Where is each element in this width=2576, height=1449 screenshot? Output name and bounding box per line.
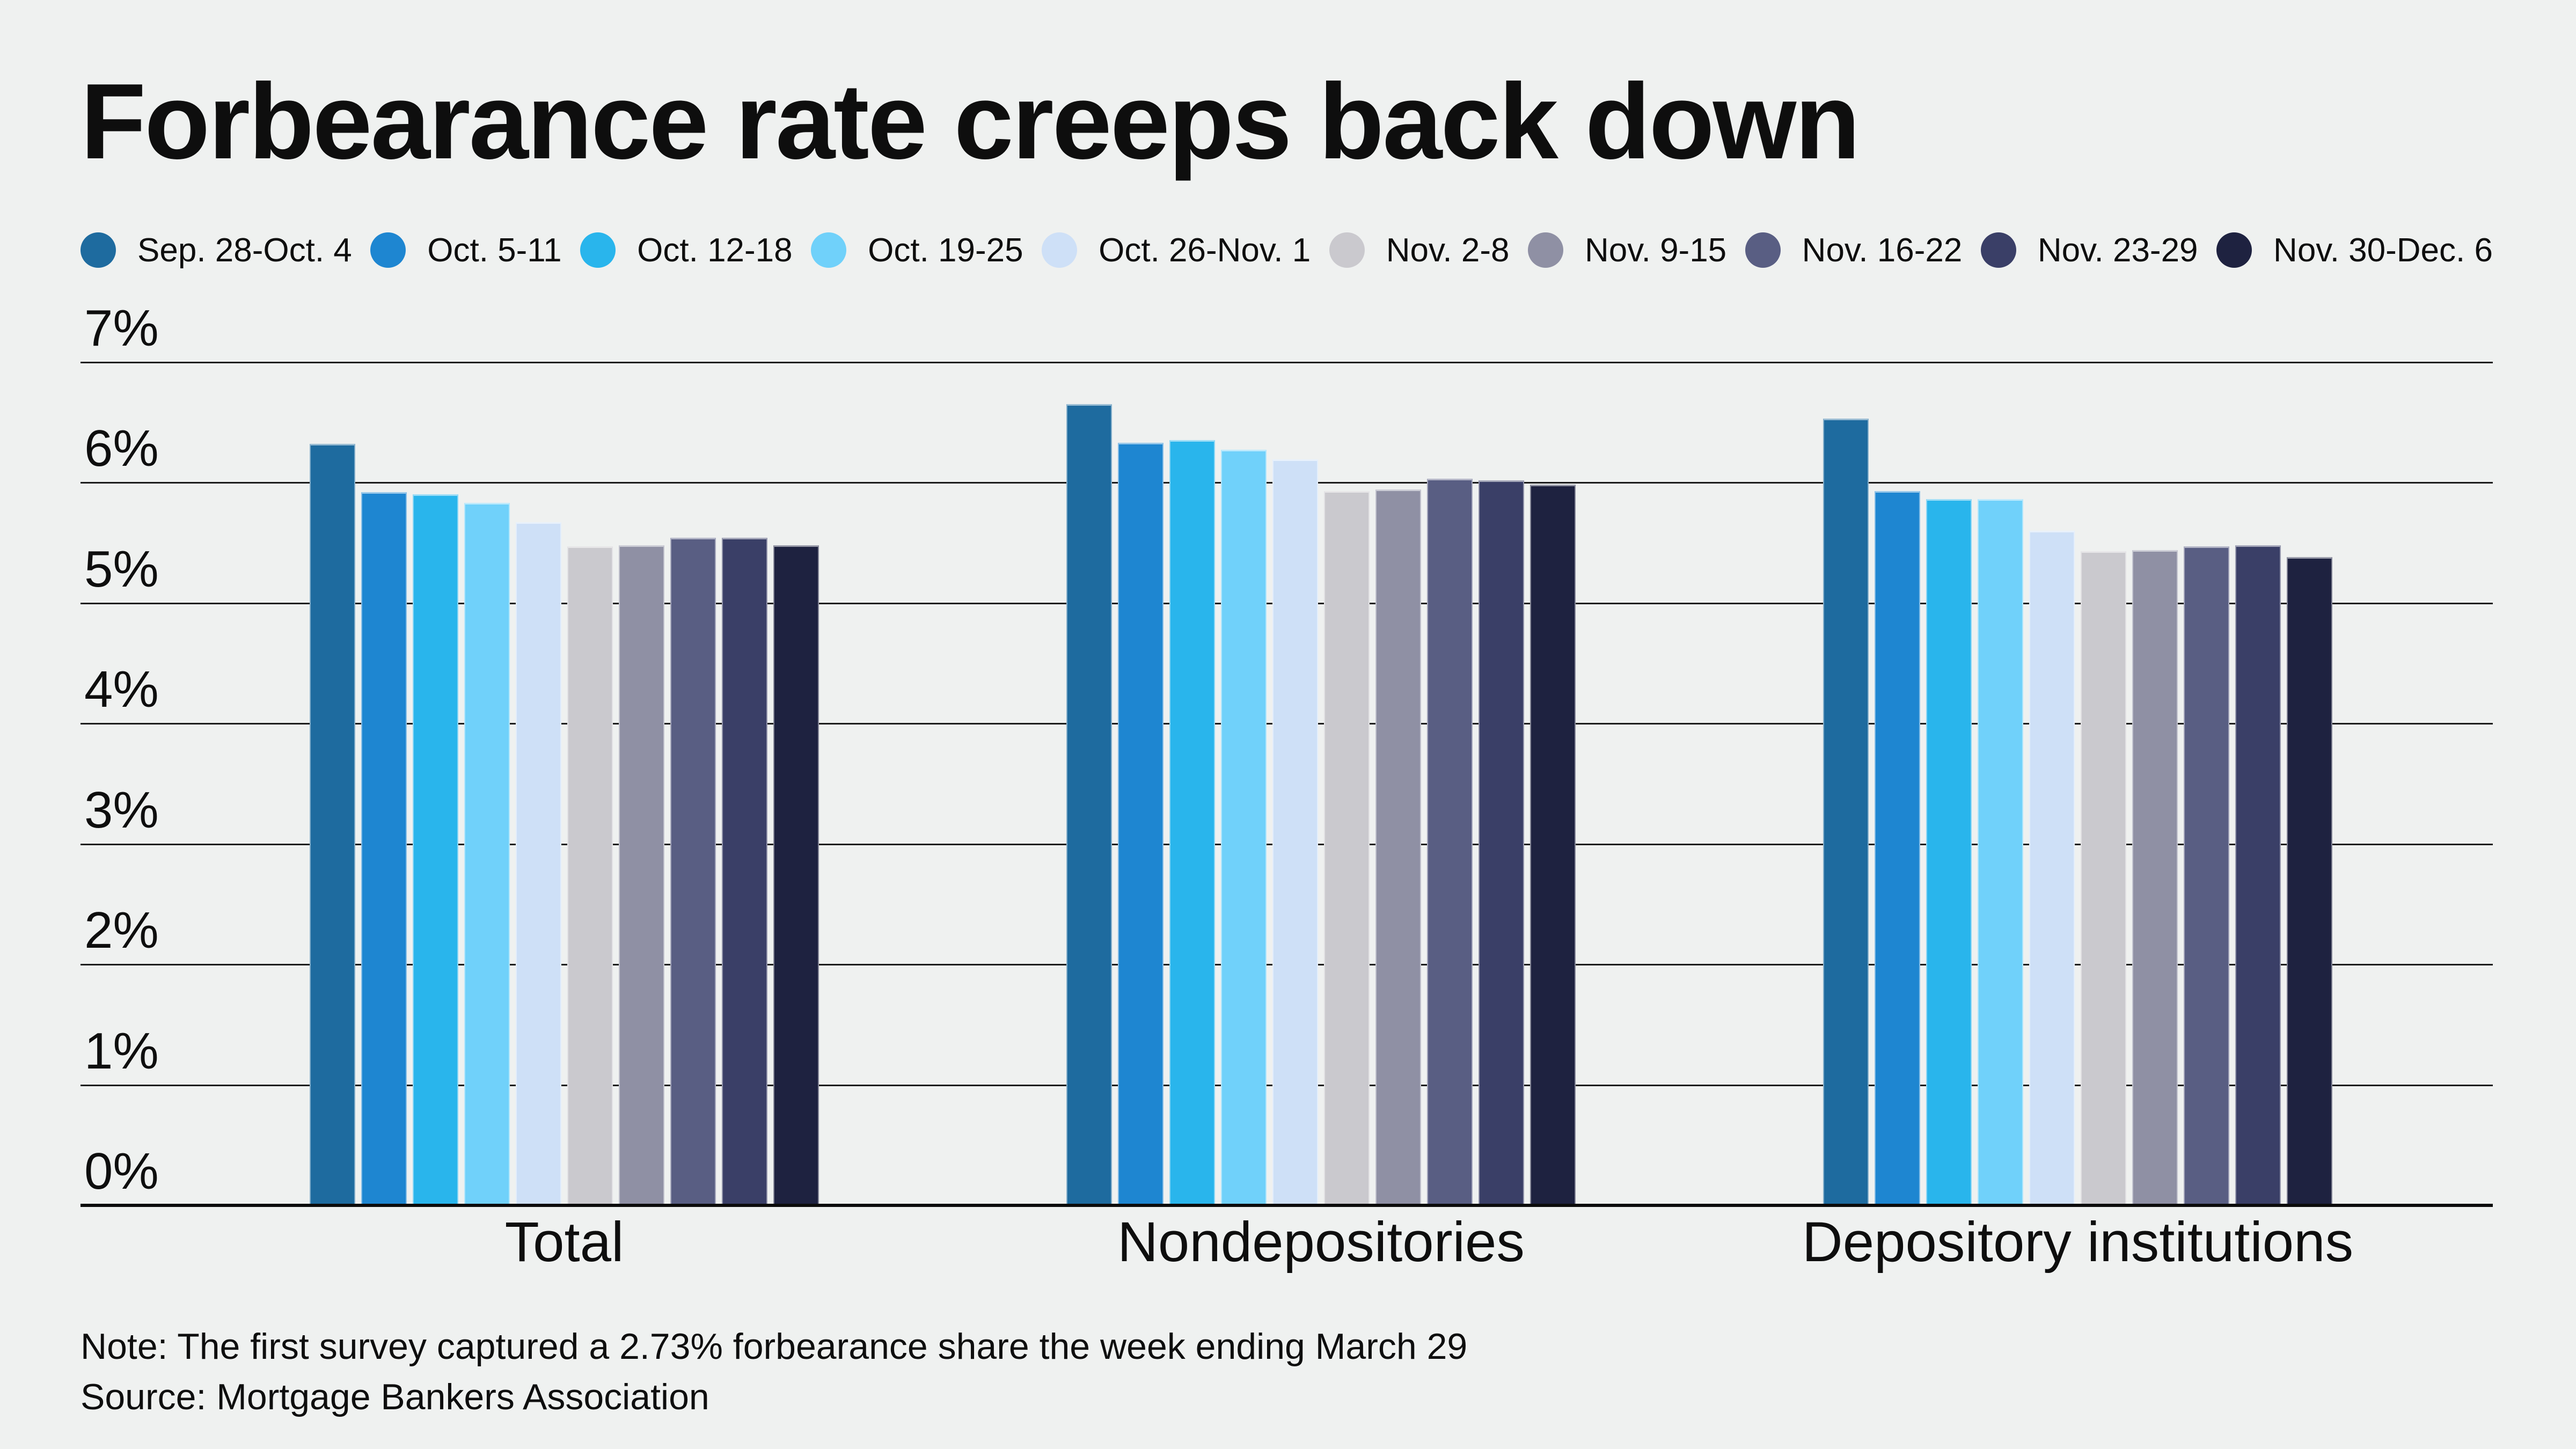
bar bbox=[1375, 489, 1421, 1205]
legend-dot-icon bbox=[580, 232, 616, 268]
bar bbox=[464, 503, 510, 1205]
chart-note: Note: The first survey captured a 2.73% … bbox=[80, 1326, 1468, 1367]
legend-item: Oct. 5-11 bbox=[370, 231, 562, 269]
legend-dot-icon bbox=[1980, 232, 2016, 268]
y-tick-label: 1% bbox=[84, 1022, 159, 1080]
bar bbox=[361, 492, 407, 1205]
bar bbox=[2184, 546, 2229, 1205]
bar bbox=[1427, 479, 1473, 1205]
legend-label: Nov. 16-22 bbox=[1802, 231, 1963, 269]
legend-item: Oct. 19-25 bbox=[811, 231, 1023, 269]
legend-dot-icon bbox=[1745, 232, 1781, 268]
legend-label: Nov. 30-Dec. 6 bbox=[2273, 231, 2493, 269]
legend-dot-icon bbox=[2216, 232, 2252, 268]
bar bbox=[1324, 491, 1370, 1205]
legend: Sep. 28-Oct. 4 Oct. 5-11 Oct. 12-18 Oct. 19… bbox=[80, 231, 2493, 269]
bar bbox=[516, 522, 561, 1205]
bar bbox=[1530, 485, 1576, 1205]
bar bbox=[567, 546, 613, 1205]
y-tick-label: 0% bbox=[84, 1143, 159, 1200]
legend-dot-icon bbox=[80, 232, 116, 268]
bar bbox=[2132, 550, 2178, 1205]
bar bbox=[2287, 557, 2332, 1205]
legend-item: Nov. 2-8 bbox=[1329, 231, 1510, 269]
bar bbox=[1066, 404, 1112, 1205]
legend-label: Oct. 26-Nov. 1 bbox=[1099, 231, 1311, 269]
legend-label: Nov. 23-29 bbox=[2037, 231, 2198, 269]
bar bbox=[1926, 499, 1972, 1205]
gridline-7% bbox=[80, 361, 2493, 363]
bar bbox=[1875, 491, 1920, 1205]
y-tick-label: 7% bbox=[84, 299, 159, 357]
legend-label: Nov. 9-15 bbox=[1584, 231, 1727, 269]
bar bbox=[1978, 499, 2023, 1205]
chart-footer: Note: The first survey captured a 2.73% … bbox=[80, 1321, 1467, 1422]
legend-dot-icon bbox=[1042, 232, 1078, 268]
bar bbox=[773, 545, 819, 1205]
legend-item: Nov. 16-22 bbox=[1745, 231, 1963, 269]
legend-dot-icon bbox=[370, 232, 406, 268]
legend-dot-icon bbox=[1527, 232, 1563, 268]
bar bbox=[1272, 459, 1318, 1205]
x-axis-label: Depository institutions bbox=[1802, 1211, 2354, 1274]
bar bbox=[2235, 545, 2281, 1205]
legend-label: Oct. 19-25 bbox=[868, 231, 1023, 269]
y-tick-label: 2% bbox=[84, 902, 159, 959]
y-tick-label: 3% bbox=[84, 781, 159, 839]
x-axis-label: Total bbox=[504, 1211, 624, 1274]
bar bbox=[1479, 480, 1524, 1205]
bar bbox=[413, 494, 458, 1205]
legend-dot-icon bbox=[1329, 232, 1365, 268]
bar bbox=[722, 538, 767, 1205]
bar bbox=[2081, 551, 2126, 1205]
legend-label: Oct. 5-11 bbox=[427, 231, 562, 269]
y-tick-label: 4% bbox=[84, 661, 159, 718]
legend-label: Nov. 2-8 bbox=[1386, 231, 1510, 269]
legend-item: Sep. 28-Oct. 4 bbox=[80, 231, 352, 269]
bar bbox=[1118, 443, 1163, 1205]
y-tick-label: 5% bbox=[84, 540, 159, 598]
legend-label: Sep. 28-Oct. 4 bbox=[137, 231, 352, 269]
bar bbox=[310, 444, 355, 1205]
legend-item: Nov. 23-29 bbox=[1980, 231, 2198, 269]
chart-source: Source: Mortgage Bankers Association bbox=[80, 1377, 709, 1417]
bar bbox=[1169, 440, 1215, 1205]
x-axis-baseline bbox=[80, 1204, 2493, 1207]
legend-item: Oct. 12-18 bbox=[580, 231, 793, 269]
bar bbox=[1221, 450, 1267, 1205]
legend-item: Nov. 9-15 bbox=[1527, 231, 1727, 269]
bar bbox=[2029, 531, 2075, 1205]
chart-title: Forbearance rate creeps back down bbox=[80, 62, 1860, 181]
legend-label: Oct. 12-18 bbox=[637, 231, 793, 269]
legend-dot-icon bbox=[811, 232, 847, 268]
bar bbox=[670, 538, 716, 1205]
bar bbox=[1823, 419, 1869, 1205]
y-tick-label: 6% bbox=[84, 420, 159, 477]
legend-item: Oct. 26-Nov. 1 bbox=[1042, 231, 1311, 269]
legend-item: Nov. 30-Dec. 6 bbox=[2216, 231, 2493, 269]
x-axis-label: Nondepositories bbox=[1117, 1211, 1525, 1274]
bar bbox=[619, 545, 664, 1205]
